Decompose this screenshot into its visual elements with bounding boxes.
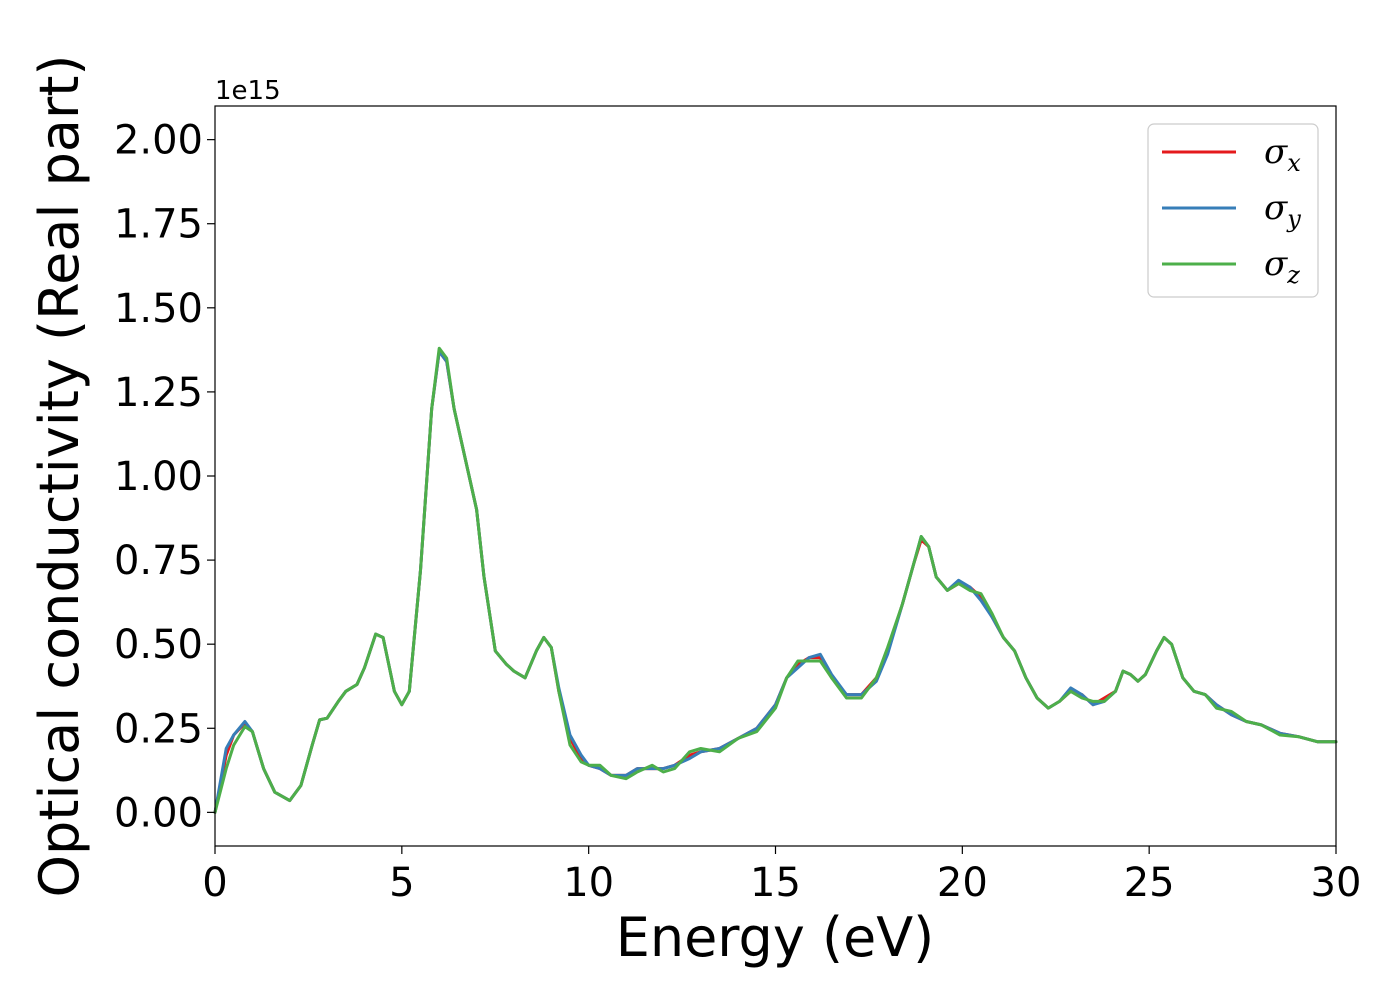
x-tick-label: 15 [750,860,801,906]
x-axis-ticks: 0 5 10 15 20 25 30 [202,846,1361,906]
x-tick-label: 10 [563,860,614,906]
y-tick-label: 0.00 [114,790,203,836]
series-line-z [213,346,1338,814]
y-tick-label: 0.25 [114,706,203,752]
y-tick-label: 1.50 [114,286,203,332]
y-tick-label: 1.00 [114,454,203,500]
y-axis-ticks: 0.00 0.25 0.50 0.75 1.00 1.25 1.50 1.75 2.00 [114,118,215,836]
series-layer [213,346,1338,814]
x-tick-label: 30 [1311,860,1362,906]
x-axis-title: Energy (eV) [616,906,935,969]
y-tick-label: 1.75 [114,202,203,248]
x-tick-label: 0 [202,860,227,906]
x-tick-label: 5 [389,860,414,906]
y-offset-label: 1e15 [215,76,281,106]
y-tick-label: 0.75 [114,538,203,584]
y-tick-label: 0.50 [114,622,203,668]
x-tick-label: 20 [937,860,988,906]
x-tick-label: 25 [1124,860,1175,906]
legend-box [1147,123,1319,298]
y-tick-label: 2.00 [114,118,203,164]
y-axis-title: Optical conductivity (Real part) [28,55,91,898]
y-tick-label: 1.25 [114,370,203,416]
